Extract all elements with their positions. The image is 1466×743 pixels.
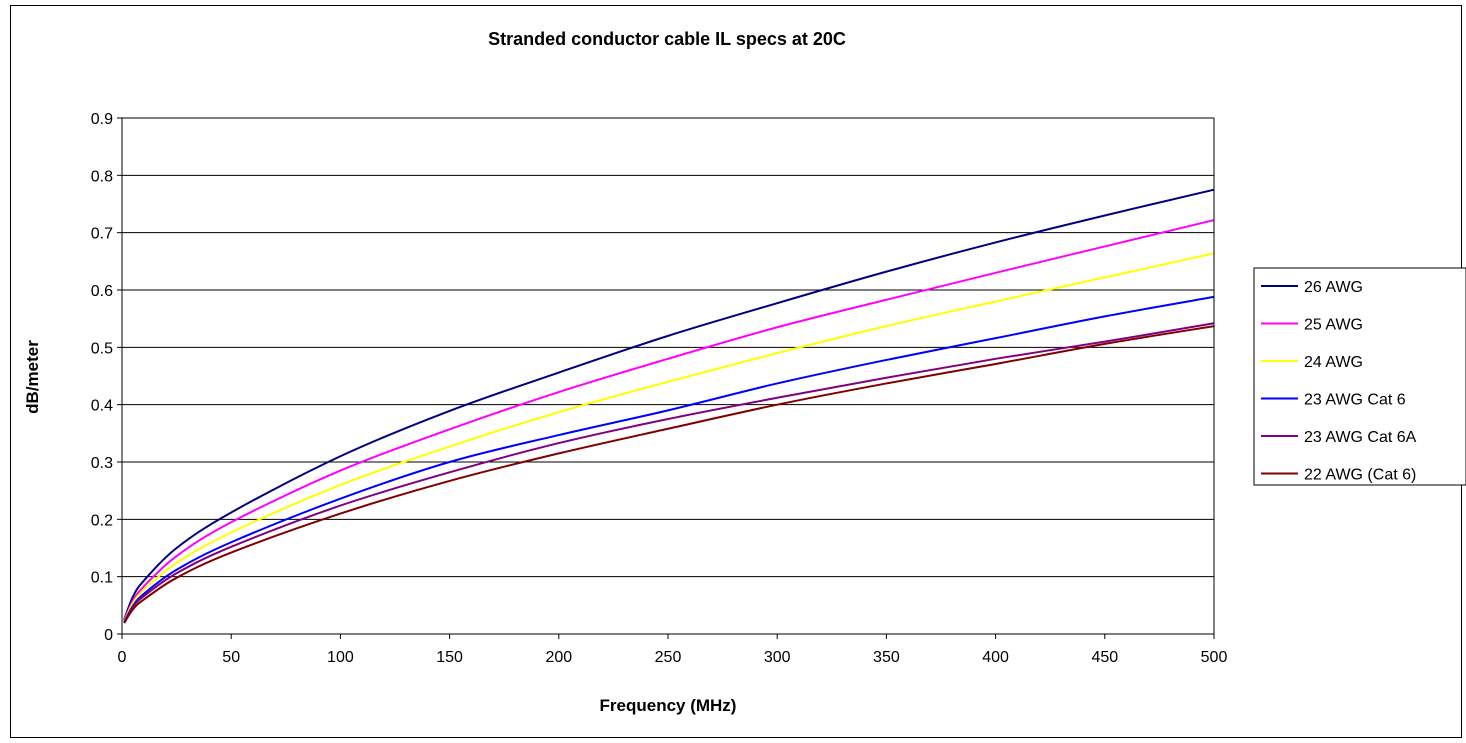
series-line-22-awg-cat-6 — [123, 325, 1215, 624]
y-tick-label: 0.2 — [91, 512, 113, 529]
series-lines — [123, 188, 1215, 624]
y-tick-labels: 0 0.1 0.2 0.3 0.4 0.5 0.6 0.7 0.8 0.9 — [91, 111, 113, 644]
x-tick-labels: 0 50 100 150 200 250 300 350 400 450 500 — [118, 649, 1228, 666]
y-tick-label: 0.8 — [91, 168, 113, 185]
y-tick-label: 0.6 — [91, 283, 113, 300]
y-axis-title: dB/meter — [23, 340, 42, 414]
x-tick-label: 200 — [545, 649, 572, 666]
legend-label: 25 AWG — [1304, 317, 1363, 334]
x-tick-label: 100 — [327, 649, 354, 666]
legend-label: 24 AWG — [1304, 354, 1363, 371]
chart-frame — [10, 5, 1462, 738]
legend-label: 23 AWG Cat 6A — [1304, 429, 1417, 446]
series-line-26-awg — [123, 188, 1215, 621]
x-tick-label: 300 — [764, 649, 791, 666]
series-line-24-awg — [123, 252, 1215, 622]
x-tick-label: 150 — [436, 649, 463, 666]
legend-label: 26 AWG — [1304, 279, 1363, 296]
x-axis-title: Frequency (MHz) — [600, 696, 737, 715]
x-tick-label: 500 — [1201, 649, 1228, 666]
series-line-23-awg-cat-6a — [123, 322, 1215, 624]
y-tick-label: 0.3 — [91, 455, 113, 472]
legend-box — [1253, 267, 1466, 486]
x-tick-label: 450 — [1091, 649, 1118, 666]
x-tick-label: 0 — [118, 649, 127, 666]
chart-title: Stranded conductor cable IL specs at 20C — [488, 29, 846, 49]
y-tick-label: 0.4 — [91, 398, 113, 415]
y-tick-label: 0 — [104, 627, 113, 644]
y-tick-label: 0.5 — [91, 340, 113, 357]
x-tick-label: 350 — [873, 649, 900, 666]
x-tick-label: 250 — [655, 649, 682, 666]
series-line-23-awg-cat-6 — [123, 295, 1215, 623]
x-tick-label: 400 — [982, 649, 1009, 666]
axes — [117, 117, 1215, 639]
y-tick-label: 0.1 — [91, 570, 113, 587]
y-tick-label: 0.7 — [91, 226, 113, 243]
legend-label: 22 AWG (Cat 6) — [1304, 467, 1416, 484]
series-line-25-awg — [123, 219, 1215, 622]
y-tick-label: 0.9 — [91, 111, 113, 128]
legend: 26 AWG 25 AWG 24 AWG 23 AWG Cat 6 23 AWG Cat… — [1253, 267, 1466, 486]
legend-label: 23 AWG Cat 6 — [1304, 392, 1406, 409]
x-tick-label: 50 — [222, 649, 240, 666]
